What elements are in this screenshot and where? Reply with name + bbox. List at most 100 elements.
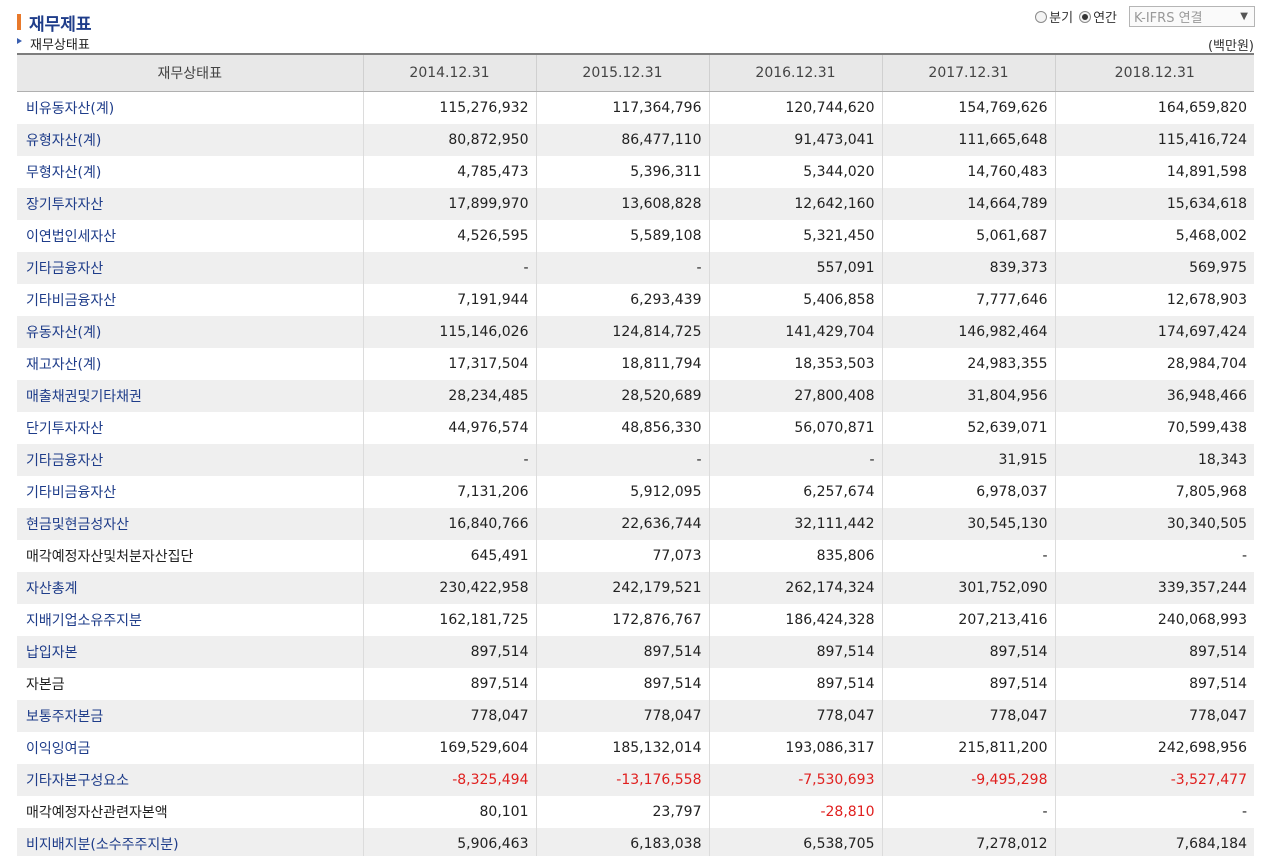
value-cell: 7,191,944	[362, 284, 536, 316]
value-cell: 174,697,424	[1054, 316, 1254, 348]
value-cell: 141,429,704	[708, 316, 882, 348]
value-cell: 5,906,463	[362, 828, 536, 856]
value-cell: 91,473,041	[708, 124, 882, 156]
account-link[interactable]: 기타비금융자산	[26, 293, 117, 309]
value-cell: 56,070,871	[708, 412, 882, 444]
value-cell: 31,804,956	[881, 380, 1055, 412]
value-cell: 44,976,574	[362, 412, 536, 444]
account-link[interactable]: 이익잉여금	[26, 741, 91, 757]
account-link[interactable]: 유형자산(계)	[26, 133, 102, 149]
value-cell: 80,872,950	[362, 124, 536, 156]
value-cell: 32,111,442	[708, 508, 882, 540]
value-cell: 18,353,503	[708, 348, 882, 380]
value-cell: 15,634,618	[1054, 188, 1254, 220]
value-cell: 240,068,993	[1054, 604, 1254, 636]
account-cell: 이연법인세자산	[17, 220, 363, 252]
table-row: 지배기업소유주지분 162,181,725 172,876,767 186,424,3…	[17, 604, 1254, 636]
account-cell: 매각예정자산관련자본액	[17, 796, 363, 828]
value-cell: 242,698,956	[1054, 732, 1254, 764]
account-link[interactable]: 매출채권및기타채권	[26, 389, 142, 405]
table-row: 기타금융자산 - -557,091 839,373 569,975	[17, 252, 1254, 284]
account-link[interactable]: 비지배지분(소수주주지분)	[26, 837, 179, 853]
value-cell: 28,234,485	[362, 380, 536, 412]
account-link[interactable]: 단기투자자산	[26, 421, 104, 437]
account-cell: 무형자산(계)	[17, 156, 363, 188]
value-cell: 30,545,130	[881, 508, 1055, 540]
account-link[interactable]: 현금및현금성자산	[26, 517, 130, 533]
account-cell: 이익잉여금	[17, 732, 363, 764]
value-cell: -28,810	[708, 796, 882, 828]
value-cell: 569,975	[1054, 252, 1254, 284]
value-cell: 7,278,012	[881, 828, 1055, 856]
value-cell: 77,073	[535, 540, 709, 572]
value-cell: 778,047	[535, 700, 709, 732]
account-link[interactable]: 보통주자본금	[26, 709, 104, 725]
section-subtitle: 재무상태표	[30, 37, 90, 53]
accounting-standard-select[interactable]: K-IFRS 연결 ▼	[1129, 6, 1255, 27]
balance-sheet-table: 재무상태표 2014.12.31 2015.12.31 2016.12.31 2…	[17, 53, 1254, 856]
subtitle-bar: 재무상태표	[17, 34, 90, 53]
value-cell: 120,744,620	[708, 91, 882, 124]
value-cell: 22,636,744	[535, 508, 709, 540]
radio-quarter-circle[interactable]	[1035, 10, 1048, 23]
value-cell: 186,424,328	[708, 604, 882, 636]
account-link[interactable]: 지배기업소유주지분	[26, 613, 142, 629]
table-row: 기타금융자산 - - -31,915 18,343	[17, 444, 1254, 476]
value-cell: 897,514	[1054, 636, 1254, 668]
table-row: 매각예정자산및처분자산집단 645,491 77,073 835,806- -	[17, 540, 1254, 572]
radio-quarter-label[interactable]: 분기	[1049, 11, 1074, 26]
radio-annual-circle[interactable]	[1079, 10, 1092, 23]
value-cell: 12,642,160	[708, 188, 882, 220]
value-cell: 7,777,646	[881, 284, 1055, 316]
value-cell: -	[535, 252, 709, 284]
account-link[interactable]: 기타금융자산	[26, 261, 104, 277]
radio-annual-label[interactable]: 연간	[1093, 11, 1117, 26]
radio-quarter[interactable]: 분기	[1035, 7, 1073, 26]
value-cell: -	[535, 444, 709, 476]
account-cell: 자본금	[17, 668, 363, 700]
account-link[interactable]: 유동자산(계)	[26, 325, 102, 341]
radio-annual[interactable]: 연간	[1079, 7, 1117, 26]
value-cell: 169,529,604	[362, 732, 536, 764]
account-link[interactable]: 납입자본	[26, 645, 78, 661]
value-cell: 207,213,416	[881, 604, 1055, 636]
value-cell: -7,530,693	[708, 764, 882, 796]
account-link[interactable]: 재고자산(계)	[26, 357, 102, 373]
account-link[interactable]: 무형자산(계)	[26, 165, 102, 181]
table-row: 납입자본 897,514 897,514 897,514 897,514 897,514	[17, 636, 1254, 668]
value-cell: 4,785,473	[362, 156, 536, 188]
table-row: 보통주자본금 778,047 778,047 778,047 778,047 778,04…	[17, 700, 1254, 732]
value-cell: 5,344,020	[708, 156, 882, 188]
value-cell: 172,876,767	[535, 604, 709, 636]
value-cell: 778,047	[1054, 700, 1254, 732]
value-cell: 36,948,466	[1054, 380, 1254, 412]
title-bar: 재무제표	[17, 10, 92, 35]
value-cell: 18,811,794	[535, 348, 709, 380]
table-row: 비지배지분(소수주주지분) 5,906,463 6,183,038 6,538,705…	[17, 828, 1254, 856]
account-link[interactable]: 기타비금융자산	[26, 485, 117, 501]
value-cell: 5,468,002	[1054, 220, 1254, 252]
value-cell: 124,814,725	[535, 316, 709, 348]
account-link[interactable]: 비유동자산(계)	[26, 101, 115, 117]
table-header-row: 재무상태표 2014.12.31 2015.12.31 2016.12.31 2…	[17, 53, 1254, 92]
value-cell: 185,132,014	[535, 732, 709, 764]
value-cell: 778,047	[881, 700, 1055, 732]
value-cell: -	[1054, 540, 1254, 572]
account-cell: 비유동자산(계)	[17, 92, 363, 125]
value-cell: 193,086,317	[708, 732, 882, 764]
account-link[interactable]: 기타금융자산	[26, 453, 104, 469]
table-row: 장기투자자산 17,899,970 13,608,828 12,642,160 14,6…	[17, 188, 1254, 220]
account-label: 자본금	[26, 677, 65, 693]
value-cell: 23,797	[535, 796, 709, 828]
value-cell: 215,811,200	[881, 732, 1055, 764]
account-cell: 현금및현금성자산	[17, 508, 363, 540]
value-cell: 14,891,598	[1054, 156, 1254, 188]
account-link[interactable]: 자산총계	[26, 581, 78, 597]
value-cell: 52,639,071	[881, 412, 1055, 444]
column-header: 2016.12.31	[708, 53, 882, 92]
account-link[interactable]: 이연법인세자산	[26, 229, 117, 245]
account-link[interactable]: 장기투자자산	[26, 197, 104, 213]
account-link[interactable]: 기타자본구성요소	[26, 773, 130, 789]
column-header: 재무상태표	[17, 53, 363, 92]
value-cell: -3,527,477	[1054, 764, 1254, 796]
